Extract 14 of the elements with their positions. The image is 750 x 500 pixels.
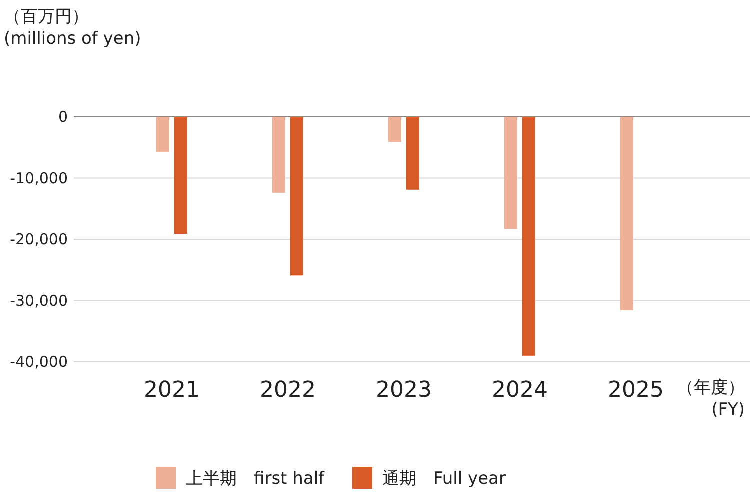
y-tick-label: -10,000	[10, 169, 68, 188]
x-tick-label: 2022	[260, 378, 316, 403]
x-tick-label: 2021	[144, 378, 200, 403]
legend-label: 上半期 first half	[186, 469, 326, 489]
x-tick-label: 2025	[608, 378, 664, 403]
legend-label: 通期 Full year	[382, 469, 506, 489]
y-axis-title: （百万円） (millions of yen)	[4, 7, 142, 50]
y-tick-label: 0	[58, 108, 68, 126]
y-tick-label: -40,000	[10, 353, 68, 371]
x-tick-label: 2024	[492, 378, 548, 403]
x-axis-title: （年度） (FY)	[677, 378, 745, 420]
x-tick-label: 2023	[376, 378, 432, 403]
y-tick-label: -30,000	[10, 292, 68, 310]
y-tick-label: -20,000	[10, 230, 68, 248]
